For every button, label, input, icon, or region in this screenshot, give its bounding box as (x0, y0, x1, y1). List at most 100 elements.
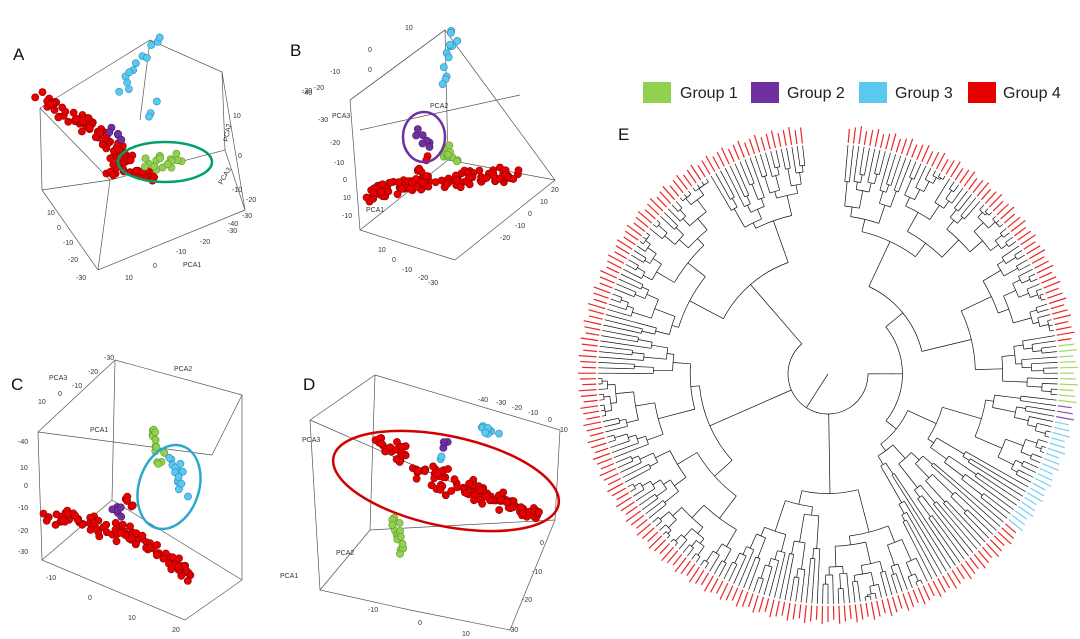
dendrogram-branch (799, 165, 805, 167)
dendrogram-branch (601, 415, 606, 417)
dendrogram-branch (874, 160, 879, 174)
dendrogram-leaf-label (1031, 256, 1045, 264)
dendrogram-branch (855, 181, 858, 190)
dendrogram-branch (1014, 406, 1017, 418)
dendrogram-leaf-label (847, 128, 850, 143)
dendrogram-branch (681, 534, 688, 541)
dendrogram-branch (1037, 422, 1045, 426)
scatter-point (177, 479, 186, 488)
dendrogram-branch (983, 482, 1017, 506)
dendrogram-leaf-label (984, 191, 997, 204)
dendrogram-branch (699, 538, 705, 544)
dendrogram-branch (774, 500, 786, 532)
dendrogram-leaf-label (676, 174, 688, 190)
dendrogram-leaf-label (765, 133, 771, 150)
dendrogram-branch (774, 550, 778, 560)
dendrogram-leaf-label (1007, 216, 1021, 228)
scatter-point (61, 107, 70, 116)
dendrogram-branch (885, 420, 897, 430)
dendrogram-branch (996, 503, 1011, 515)
dendrogram-leaf-label (735, 589, 744, 607)
dendrogram-branch (619, 418, 626, 422)
dendrogram-branch (887, 579, 893, 595)
dendrogram-branch (995, 484, 1021, 502)
dendrogram-branch (891, 473, 895, 476)
panel-c-tick: -30 (104, 355, 114, 362)
dendrogram-branch (799, 172, 802, 185)
dendrogram-branch (742, 546, 747, 555)
dendrogram-leaf-label (1041, 276, 1057, 284)
dendrogram-leaf-label (1047, 292, 1063, 299)
dendrogram-branch (846, 573, 848, 582)
dendrogram-branch (662, 524, 666, 529)
dendrogram-branch (816, 515, 820, 549)
dendrogram-branch (628, 434, 637, 438)
dendrogram-branch (951, 181, 955, 186)
scatter-point (172, 149, 181, 158)
dendrogram-branch (934, 202, 945, 209)
dendrogram-branch (1003, 295, 1014, 323)
dendrogram-branch (603, 396, 610, 398)
dendrogram-branch (659, 527, 663, 531)
dendrogram-branch (638, 498, 650, 506)
dendrogram-branch (672, 507, 683, 516)
dendrogram-branch (602, 329, 628, 336)
dendrogram-branch (997, 439, 1006, 458)
dendrogram-branch (609, 444, 618, 448)
dendrogram-branch (753, 556, 757, 563)
scatter-point (394, 178, 403, 186)
dendrogram-branch (624, 456, 632, 460)
dendrogram-branch (655, 450, 671, 459)
dendrogram-leaf-label (593, 286, 611, 294)
dendrogram-branch (698, 556, 701, 560)
dendrogram-branch (894, 189, 899, 193)
dendrogram-branch (731, 198, 738, 208)
dendrogram-leaf-label (968, 177, 978, 190)
dendrogram-branch (905, 197, 911, 207)
dendrogram-branch (1036, 460, 1041, 464)
dendrogram-leaf-label (996, 203, 1010, 216)
dendrogram-leaf-label (607, 254, 625, 264)
dendrogram-branch (1023, 478, 1032, 483)
dendrogram-branch (621, 353, 633, 356)
dendrogram-branch (1025, 264, 1031, 268)
dendrogram-branch (1033, 283, 1040, 287)
dendrogram-branch (752, 222, 757, 229)
dendrogram-branch (906, 519, 913, 532)
dendrogram-branch (1015, 469, 1019, 475)
dendrogram-branch (623, 460, 634, 466)
dendrogram-leaf-label (616, 239, 633, 250)
dendrogram-branch (829, 566, 843, 568)
dendrogram-branch (907, 212, 919, 232)
dendrogram-branch (746, 546, 754, 551)
dendrogram-branch (789, 590, 793, 601)
scatter-point (96, 129, 104, 137)
dendrogram-leaf-label (1043, 457, 1060, 465)
dendrogram-branch (861, 560, 880, 566)
scatter-point (441, 491, 450, 500)
dendrogram-leaf-label (1029, 487, 1045, 497)
dendrogram-leaf-label (1048, 297, 1067, 305)
scatter-point (117, 135, 126, 144)
panel-a-ticks: 10 0 -10 -20 -30 -30 -20 -10 0 10 10 0 -… (47, 113, 256, 282)
dendrogram-branch (988, 212, 992, 216)
dendrogram-branch (1017, 256, 1022, 260)
dendrogram-branch (944, 455, 950, 463)
dendrogram-branch (980, 204, 985, 209)
dendrogram-leaf-label (591, 442, 607, 449)
panel-c-axis-pca2: PCA2 (174, 366, 192, 373)
dendrogram-leaf-label (683, 174, 693, 187)
dendrogram-branch (917, 498, 931, 517)
scatter-point (58, 515, 67, 524)
dendrogram-branch (652, 479, 661, 486)
dendrogram-branch (941, 239, 959, 258)
panel-d-tick: 0 (548, 417, 552, 424)
dendrogram-branch (859, 190, 864, 209)
dendrogram-branch (1031, 401, 1056, 406)
dendrogram-leaf-label (641, 527, 655, 539)
dendrogram-branch (638, 455, 642, 463)
dendrogram-leaf-label (647, 531, 659, 542)
dendrogram-branch (617, 464, 624, 469)
dendrogram-leaf-label (935, 152, 946, 170)
dendrogram-branch (874, 174, 878, 184)
